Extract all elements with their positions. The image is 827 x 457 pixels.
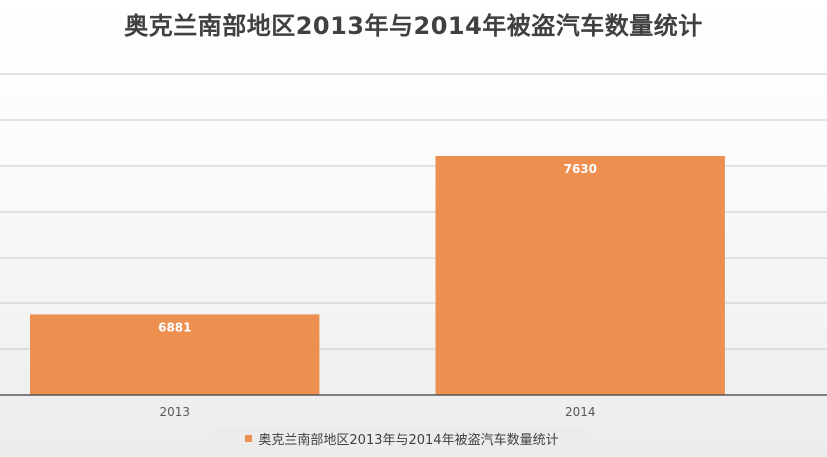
bar-2013 [30,314,320,395]
bar-2014 [435,156,725,395]
x-tick-label-2014: 2014 [565,405,596,419]
legend-swatch [245,434,253,442]
chart-title: 奥克兰南部地区2013年与2014年被盗汽车数量统计 [124,12,703,40]
data-label-2014: 7630 [564,162,597,176]
legend: 奥克兰南部地区2013年与2014年被盗汽车数量统计 [214,427,590,449]
x-tick-label-2013: 2013 [160,405,191,419]
data-label-2013: 6881 [158,320,191,334]
legend-label: 奥克兰南部地区2013年与2014年被盗汽车数量统计 [258,432,559,448]
